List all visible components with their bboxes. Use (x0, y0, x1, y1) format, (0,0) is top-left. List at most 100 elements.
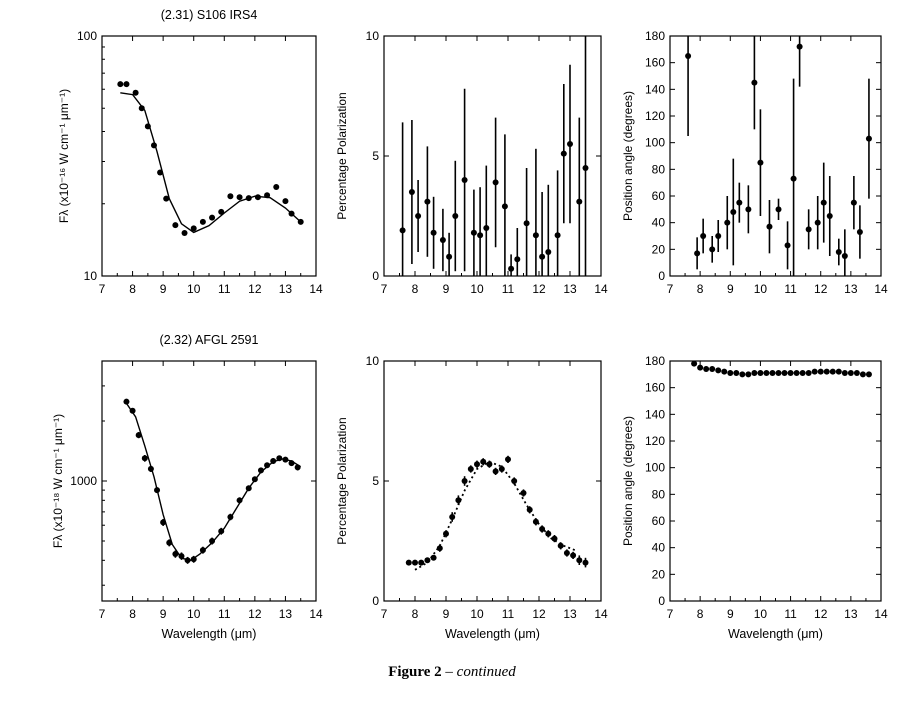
plot-area (117, 81, 304, 237)
data-point (264, 192, 271, 199)
data-point (147, 465, 154, 472)
data-point (474, 461, 480, 468)
data-point (526, 506, 533, 513)
x-tick-label: 7 (667, 607, 674, 621)
figure-caption: Figure 2 – continued (0, 664, 904, 681)
data-point (757, 159, 764, 166)
y-tick-label: 160 (645, 56, 665, 70)
data-point (539, 253, 546, 260)
plot-area (123, 398, 302, 564)
y-tick-label: 20 (652, 242, 666, 256)
caption-separator: – (441, 664, 457, 680)
data-point (570, 552, 577, 559)
data-point (123, 398, 130, 405)
plot-frame (101, 360, 317, 602)
data-point (784, 242, 791, 249)
data-point (520, 490, 527, 496)
data-point (545, 249, 552, 255)
data-point (727, 370, 734, 376)
data-point (841, 253, 848, 259)
x-tick-label: 7 (381, 607, 388, 621)
data-point (691, 361, 698, 367)
chart-afgl-pa: 7 8 9 10 11 12 13 14020406080100120140160180Wav… (621, 354, 888, 641)
x-tick-label: 14 (309, 607, 323, 621)
x-tick-label: 9 (160, 607, 167, 621)
chart-s106-flux: 7 8 9 10 11 12 13 14 10 100 (2.31) S106 IRS4 Fλ (x1… (57, 8, 323, 296)
x-tick-label: 10 (754, 282, 768, 296)
y-tick-label: 20 (652, 567, 666, 581)
data-point (199, 547, 206, 554)
data-point (796, 43, 803, 50)
data-point (412, 559, 418, 566)
data-point (461, 177, 468, 183)
data-point (554, 232, 561, 239)
y-tick-label: 180 (645, 29, 665, 43)
x-axis-label: Wavelength (μm) (162, 627, 257, 641)
x-tick-label: 13 (279, 282, 293, 296)
data-point (751, 370, 758, 376)
data-point (257, 467, 264, 474)
data-point (424, 198, 431, 205)
data-point (700, 233, 707, 239)
data-point (288, 460, 295, 467)
data-point (430, 554, 437, 561)
data-point (545, 530, 552, 537)
data-point (294, 464, 301, 471)
data-point (227, 193, 234, 200)
data-point (508, 265, 515, 272)
data-point (826, 213, 833, 219)
data-point (775, 370, 782, 376)
data-point (190, 225, 197, 232)
y-tick-label: 10 (84, 269, 98, 283)
x-tick-label: 13 (844, 282, 858, 296)
data-point (455, 497, 462, 504)
data-point (178, 553, 185, 560)
data-point (408, 189, 415, 195)
y-tick-label: 80 (652, 162, 666, 176)
y-axis-label: Percentage Polarization (335, 417, 349, 544)
caption-text: continued (456, 664, 516, 680)
data-point (270, 457, 277, 464)
y-tick-label: 100 (645, 136, 665, 150)
data-point (117, 81, 124, 88)
plot-frame (669, 360, 882, 602)
data-point (582, 559, 589, 566)
y-tick-label: 180 (645, 354, 665, 368)
x-tick-label: 9 (727, 282, 734, 296)
y-axis-label: Position angle (degrees) (621, 91, 635, 221)
data-point (135, 432, 142, 439)
y-tick-label: 140 (645, 407, 665, 421)
data-point (721, 368, 728, 375)
x-tick-label: 14 (309, 282, 323, 296)
y-tick-label: 100 (77, 29, 97, 43)
data-point (154, 487, 161, 494)
data-point (297, 218, 304, 225)
y-tick-label: 0 (372, 594, 379, 608)
data-point (184, 557, 191, 564)
y-axis-label: Percentage Polarization (335, 92, 349, 219)
data-point (793, 370, 800, 376)
x-tick-label: 13 (844, 607, 858, 621)
y-tick-label: 10 (366, 354, 380, 368)
y-tick-label: 120 (645, 109, 665, 123)
data-point (733, 370, 740, 376)
y-tick-label: 0 (658, 269, 665, 283)
data-point (576, 198, 583, 205)
x-axis-label: Wavelength (μm) (728, 627, 823, 641)
x-tick-label: 7 (99, 607, 106, 621)
y-tick-label: 80 (652, 487, 666, 501)
data-point (288, 210, 295, 217)
data-point (436, 545, 443, 552)
data-point (576, 557, 583, 564)
x-tick-label: 10 (754, 607, 768, 621)
chart-s106-pol: 7 8 9 10 11 12 13 14 0 5 10 Percentage Polarization (335, 29, 608, 296)
plot-area (691, 361, 872, 378)
x-tick-label: 12 (248, 607, 262, 621)
data-point (424, 557, 431, 564)
x-tick-label: 9 (443, 607, 450, 621)
data-point (751, 79, 758, 86)
data-point (443, 530, 449, 537)
data-point (505, 456, 511, 463)
data-point (251, 476, 258, 483)
